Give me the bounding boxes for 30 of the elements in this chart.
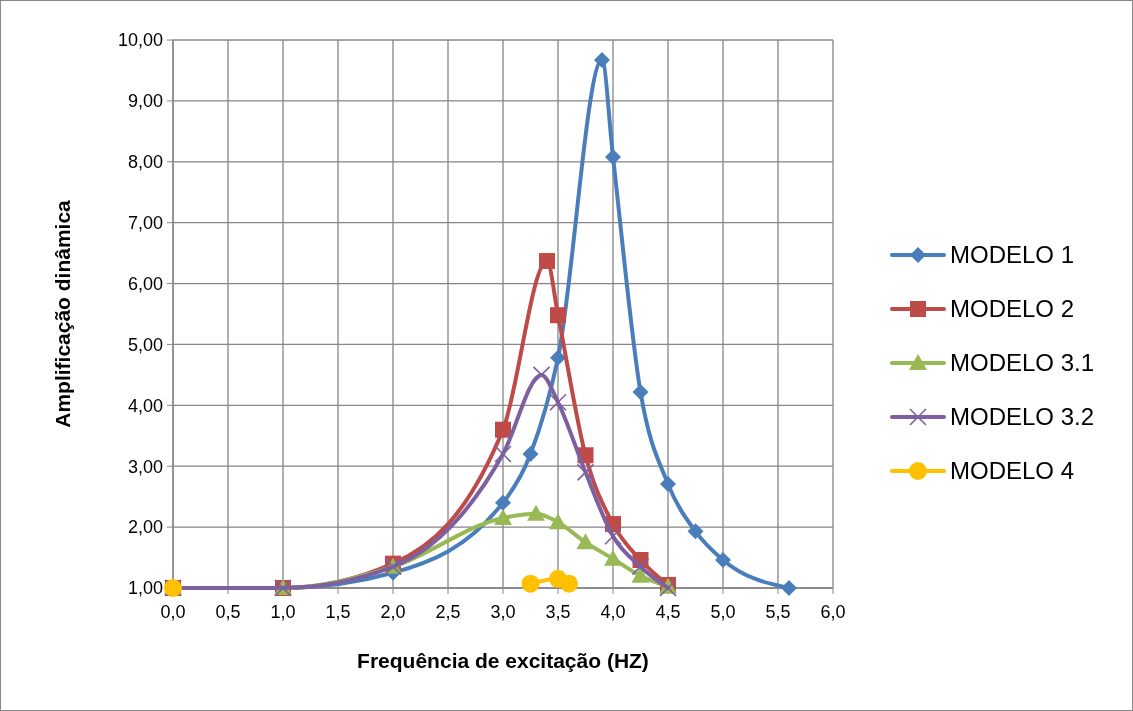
y-tick-label: 8,00 — [127, 152, 163, 173]
x-tick-label: 0,5 — [215, 602, 241, 622]
y-tick-label: 2,00 — [127, 517, 163, 538]
y-tick-label: 3,00 — [127, 456, 163, 477]
x-tick-label: 2,0 — [380, 602, 406, 622]
x-tick-label: 2,5 — [435, 602, 461, 622]
legend-label: MODELO 2 — [950, 295, 1075, 323]
y-tick-label: 6,00 — [127, 273, 163, 294]
legend-label: MODELO 1 — [950, 241, 1075, 269]
y-tick-label: 1,00 — [127, 578, 163, 599]
x-tick-label: 6,0 — [820, 602, 846, 622]
legend-label: MODELO 3.2 — [950, 403, 1095, 431]
x-tick-label: 4,5 — [655, 602, 681, 622]
y-tick-label: 10,00 — [117, 30, 163, 51]
x-tick-label: 3,5 — [545, 602, 571, 622]
legend-label: MODELO 3.1 — [950, 349, 1095, 377]
y-tick-label: 7,00 — [127, 212, 163, 233]
x-tick-label: 4,0 — [600, 602, 626, 622]
x-axis-title: Frequência de excitação (HZ) — [357, 649, 649, 672]
x-tick-label: 5,5 — [765, 602, 791, 622]
y-tick-label: 4,00 — [127, 395, 163, 416]
x-tick-label: 5,0 — [710, 602, 736, 622]
y-axis-title: Amplificação dinâmica — [51, 199, 74, 428]
x-tick-label: 0,0 — [160, 602, 186, 622]
x-tick-label: 1,5 — [325, 602, 351, 622]
legend-label: MODELO 4 — [950, 457, 1075, 485]
y-tick-label: 9,00 — [127, 91, 163, 112]
x-tick-label: 1,0 — [270, 602, 296, 622]
x-tick-label: 3,0 — [490, 602, 516, 622]
y-tick-label: 5,00 — [127, 334, 163, 355]
